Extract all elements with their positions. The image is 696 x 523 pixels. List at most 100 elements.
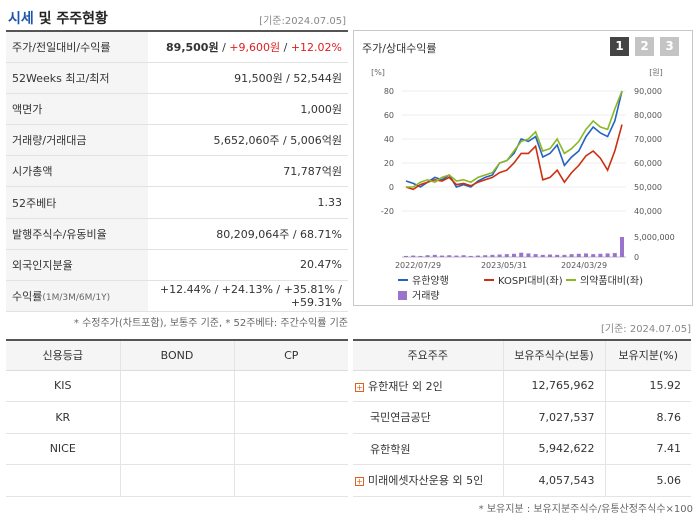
series-line [405,124,623,191]
volume-bar [591,254,596,257]
volume-bar [490,254,495,257]
market-table: 주가/전일대비/수익률 89,500원 / +9,600원 / +12.02% … [6,30,348,313]
holders-table: 주요주주 보유주식수(보통) 보유지분(%) + 유한재단 외 2인 12,765… [353,339,691,497]
holder-row[interactable]: + 미래에셋자산운용 외 5인 4,057,543 5.06 [353,464,691,497]
units-right: [원] [649,68,663,77]
y-right-tick-label: 40,000 [634,207,662,216]
row-face-value: 액면가 1,000원 [6,93,348,126]
x-tick-label: 2024/03/29 [561,261,607,270]
y-right-tick-label: 90,000 [634,87,662,96]
credit-col-rating: 신용등급 [6,340,120,371]
row-key: 주가/전일대비/수익률 [6,31,148,63]
market-note: * 수정주가(차트포함), 보통주 기준, * 52주베타: 주간수익률 기준 [73,318,348,329]
credit-col-bond: BOND [119,340,234,371]
volume-bar [468,255,473,257]
volume-bar [497,254,502,257]
volume-bar [576,253,581,257]
series-line [405,90,623,188]
legend-label: 유한양행 [412,275,449,287]
holders-header: 주요주주 보유주식수(보통) 보유지분(%) [353,340,691,371]
chart-title: 주가/상대수익률 [362,42,437,55]
volume-bar [526,253,531,257]
credit-row [6,464,348,497]
chart-panel: 주가/상대수익률 1 2 3 [%] [원] 80 60 40 20 0 -20 90,00… [353,30,693,306]
y-right-tick-label: 70,000 [634,135,662,144]
x-tick-label: 2022/07/29 [395,261,441,270]
y-left-tick-label: 60 [384,111,394,120]
x-tick-label: 2023/05/31 [481,261,527,270]
row-returns: 수익률(1M/3M/6M/1Y) +12.44% / +24.13% / +35… [6,280,348,313]
market-date: [기준:2024.07.05] [259,16,346,27]
row-foreign: 외국인지분율 20.47% [6,249,348,282]
volume-bar [519,252,524,257]
units-left: [%] [371,68,385,77]
volume-tick-label: 0 [634,253,639,262]
volume-bar [555,254,560,257]
volume-bar [605,253,610,257]
volume-bar [612,253,617,257]
legend-swatch [398,291,407,300]
chart-tab-2[interactable]: 2 [635,37,654,56]
credit-row: KIS [6,370,348,402]
volume-bar [533,254,538,257]
holders-col-name: 주요주주 [353,340,503,371]
y-left-tick-label: 20 [384,159,394,168]
row-52weeks: 52Weeks 최고/최저 91,500원 / 52,544원 [6,62,348,94]
row-volume: 거래량/거래대금 5,652,060주 / 5,006억원 [6,124,348,157]
volume-bar [461,255,466,257]
row-market-cap: 시가총액 71,787억원 [6,155,348,188]
volume-bar [540,254,545,257]
volume-bar [404,255,408,257]
credit-row: KR [6,401,348,434]
row-shares: 발행주식수/유동비율 80,209,064주 / 68.71% [6,218,348,250]
y-left-tick-label: -20 [381,207,394,216]
price-value: 89,500원 [166,40,219,54]
credit-col-cp: CP [233,340,348,371]
y-left-tick-label: 40 [384,135,394,144]
market-section: 시세 및 주주현황 [기준:2024.07.05] 주가/전일대비/수익률 89… [6,4,348,313]
volume-bar [440,255,444,257]
legend-label: 의약품대비(좌) [580,275,643,287]
credit-row: NICE [6,433,348,465]
y-right-tick-label: 60,000 [634,159,662,168]
volume-bar [425,255,430,257]
market-title: 시세 및 주주현황 [8,11,108,27]
volume-bar [418,255,423,257]
legend-label: KOSPI대비(좌) [498,275,563,287]
volume-bar [483,255,488,257]
chart-tab-3[interactable]: 3 [660,37,679,56]
expand-icon[interactable]: + [355,477,364,487]
volume-bar [569,254,574,257]
volume-bar [432,254,437,257]
volume-bar [447,255,452,257]
volume-tick-label: 5,000,000 [634,233,675,242]
y-left-tick-label: 0 [389,183,394,192]
volume-bar [584,253,588,257]
row-price: 주가/전일대비/수익률 89,500원 / +9,600원 / +12.02% [6,31,348,63]
volume-bar [476,255,480,257]
holder-row[interactable]: + 유한재단 외 2인 12,765,962 15.92 [353,370,691,402]
y-right-tick-label: 80,000 [634,111,662,120]
holder-row: 유한학원 5,942,622 7.41 [353,433,691,465]
volume-bar [504,254,509,257]
volume-bar [454,255,459,257]
chart-tab-1[interactable]: 1 [610,37,629,56]
price-chart: [%] [원] 80 60 40 20 0 -20 90,000 80,000 70,000 60… [371,68,675,302]
holder-row: 국민연금공단 7,027,537 8.76 [353,401,691,434]
y-left-tick-label: 80 [384,87,394,96]
market-header: 시세 및 주주현황 [기준:2024.07.05] [6,4,348,30]
volume-bar [598,253,603,257]
expand-icon[interactable]: + [355,382,364,392]
credit-header: 신용등급 BOND CP [6,340,348,371]
volume-bar [620,237,624,257]
volume-bar [512,253,516,257]
holders-col-pct: 보유지분(%) [604,340,691,371]
holders-date: [기준: 2024.07.05] [600,324,691,335]
series-line [406,90,623,188]
returns-value: +12.44% / +24.13% / +35.81% / +59.31% [148,280,348,313]
legend-label: 거래량 [412,290,440,302]
rate-value: +12.02% [290,40,342,54]
credit-table: 신용등급 BOND CP KIS KR NICE [6,339,348,497]
holders-note: * 보유지분 : 보유지분주식수/유통산정주식수×100 [478,504,693,515]
volume-bar [411,255,416,257]
